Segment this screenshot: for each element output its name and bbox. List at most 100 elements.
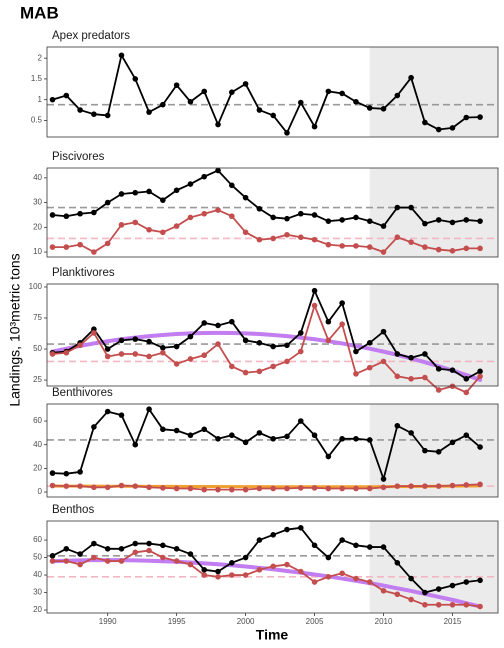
data-point (366, 364, 373, 371)
data-point (270, 563, 276, 570)
data-point (187, 214, 194, 221)
data-point (132, 441, 139, 448)
data-point (435, 483, 442, 489)
y-tick-label: 60 (33, 416, 42, 425)
panel-title: Planktivores (52, 267, 115, 279)
data-point (201, 572, 208, 578)
data-point (132, 483, 139, 489)
y-tick-label: 75 (33, 313, 42, 322)
y-tick-label: 40 (33, 440, 42, 449)
data-point (339, 243, 345, 249)
x-tick-label: 1990 (99, 617, 117, 626)
data-point (463, 245, 470, 252)
data-point (325, 218, 332, 224)
data-point (422, 601, 428, 608)
data-point (118, 52, 125, 59)
y-tick-label: 60 (33, 535, 42, 544)
data-point (284, 561, 290, 568)
data-point (297, 348, 304, 355)
data-point (297, 418, 304, 424)
data-point (49, 470, 56, 476)
data-point (325, 554, 332, 561)
data-point (366, 437, 373, 443)
data-point (311, 542, 318, 549)
panel-border (46, 403, 499, 498)
data-point (422, 119, 428, 126)
data-point (187, 181, 194, 187)
data-point (449, 482, 456, 489)
data-point (229, 213, 235, 220)
x-tick-label: 1995 (168, 617, 186, 626)
data-point (63, 558, 70, 564)
data-point (63, 470, 70, 477)
data-point (173, 558, 180, 564)
data-point (284, 215, 290, 222)
data-point (297, 330, 304, 336)
data-point (435, 387, 442, 393)
data-point (311, 485, 318, 491)
data-point (146, 227, 152, 233)
data-point (435, 366, 442, 372)
data-point (366, 485, 373, 492)
data-point (160, 101, 166, 108)
data-point (380, 358, 387, 365)
data-point (187, 551, 194, 557)
data-point (173, 343, 180, 350)
data-point (146, 353, 152, 360)
data-point (325, 337, 332, 344)
data-point (160, 344, 166, 351)
data-point (435, 601, 442, 608)
y-tick-label: 40 (33, 570, 42, 579)
data-point (256, 537, 263, 543)
y-axis-label: Landings, 10³metric tons (7, 253, 23, 406)
highlight-region (369, 521, 498, 613)
data-point (242, 337, 249, 344)
data-point (215, 435, 221, 442)
data-point (380, 476, 387, 482)
y-tick-label: 30 (33, 198, 42, 207)
data-point (49, 558, 56, 564)
data-point (146, 547, 152, 554)
data-point (229, 318, 235, 325)
data-point (256, 205, 263, 212)
data-point (284, 485, 290, 492)
data-point (380, 328, 387, 335)
data-point (339, 217, 345, 223)
data-point (91, 424, 97, 430)
data-point (339, 300, 345, 306)
data-point (173, 223, 180, 229)
data-point (270, 235, 276, 242)
data-point (256, 340, 263, 346)
data-point (325, 88, 332, 95)
data-point (394, 204, 401, 211)
data-point (449, 125, 456, 131)
data-point (394, 234, 401, 241)
data-point (325, 573, 332, 580)
data-point (160, 229, 166, 236)
data-point (229, 432, 235, 439)
data-point (173, 427, 180, 434)
data-point (311, 123, 318, 130)
data-point (422, 374, 428, 381)
y-tick-label: 25 (33, 375, 42, 384)
data-point (187, 561, 194, 568)
data-point (422, 483, 428, 489)
data-point (366, 244, 373, 250)
data-point (146, 109, 152, 115)
data-point (394, 560, 401, 566)
data-point (325, 318, 332, 325)
data-point (311, 302, 318, 309)
data-point (408, 354, 414, 361)
panel: Planktivores 25 50 75 100 (29, 267, 499, 396)
data-point (311, 579, 318, 585)
data-point (394, 373, 401, 380)
data-point (408, 74, 414, 81)
data-point (311, 212, 318, 218)
panel-border (46, 520, 499, 614)
data-point (284, 342, 290, 349)
data-point (311, 432, 318, 439)
data-point (449, 582, 456, 589)
data-point (408, 430, 414, 436)
data-point (104, 546, 111, 552)
